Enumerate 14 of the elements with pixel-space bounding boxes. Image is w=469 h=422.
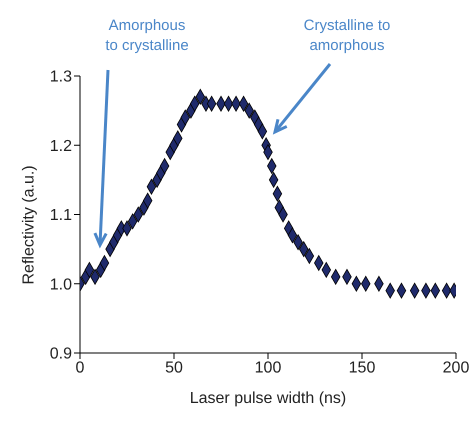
text: Crystalline to amorphous [304, 17, 390, 54]
y-tick-label: 0.9 [50, 346, 72, 363]
text: Amorphous to crystalline [105, 17, 189, 54]
y-tick-label: 1.3 [50, 68, 72, 86]
y-tick-label: 1.0 [50, 276, 72, 294]
y-tick-label: 1.2 [50, 138, 72, 155]
y-tick-label: 1.1 [50, 207, 72, 224]
x-tick-label: 200 [442, 359, 469, 376]
x-tick-label: 0 [76, 359, 85, 376]
x-tick-label: 150 [348, 359, 376, 376]
x-tick-label: 50 [165, 359, 183, 376]
x-tick-label: 100 [254, 359, 282, 376]
y-axis-title: Reflectivity (a.u.) [20, 165, 38, 284]
x-axis-title: Laser pulse width (ns) [190, 390, 346, 407]
